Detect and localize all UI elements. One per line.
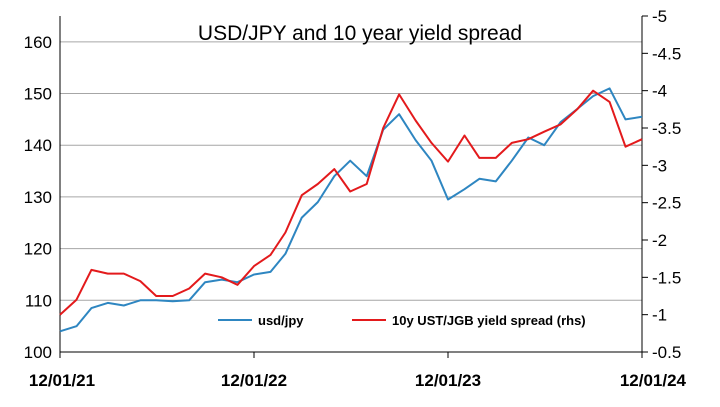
x-tick-label: 12/01/22 [221,371,287,390]
left-tick-label: 110 [25,291,52,310]
left-tick-label: 140 [24,136,52,155]
right-tick-label: -5 [652,7,667,26]
right-tick-label: -1.5 [652,268,681,287]
legend-label-usdjpy: usd/jpy [258,313,304,328]
axes [59,15,648,358]
left-tick-label: 160 [24,33,52,52]
chart-title: USD/JPY and 10 year yield spread [198,22,522,45]
series-line-yield-spread [59,89,643,316]
left-tick-label: 100 [24,343,52,362]
right-tick-label: -4.5 [652,44,681,63]
series-line-usdjpy [59,87,643,333]
right-tick-label: -3.5 [652,119,681,138]
legend-label-spread: 10y UST/JGB yield spread (rhs) [392,313,586,328]
x-axis-tick-labels: 12/01/21 12/01/22 12/01/23 12/01/24 [29,371,687,390]
right-tick-label: -0.5 [652,343,681,362]
left-tick-label: 120 [24,240,52,259]
legend: usd/jpy 10y UST/JGB yield spread (rhs) [218,313,586,328]
right-tick-label: -3 [652,156,667,175]
left-tick-label: 150 [24,85,52,104]
right-axis-tick-labels: -0.5 -1 -1.5 -2 -2.5 -3 -3.5 -4 -4.5 -5 [652,7,681,362]
gridlines [60,41,642,301]
x-tick-label: 12/01/23 [415,371,481,390]
x-tick-label: 12/01/24 [620,371,687,390]
right-tick-label: -4 [652,82,667,101]
left-axis-tick-labels: 100 110 120 130 140 150 160 [24,33,52,362]
right-tick-label: -1 [652,306,667,325]
right-tick-label: -2 [652,231,667,250]
left-tick-label: 130 [24,188,52,207]
right-tick-label: -2.5 [652,194,681,213]
series-lines [59,87,643,333]
x-tick-label: 12/01/21 [29,371,95,390]
